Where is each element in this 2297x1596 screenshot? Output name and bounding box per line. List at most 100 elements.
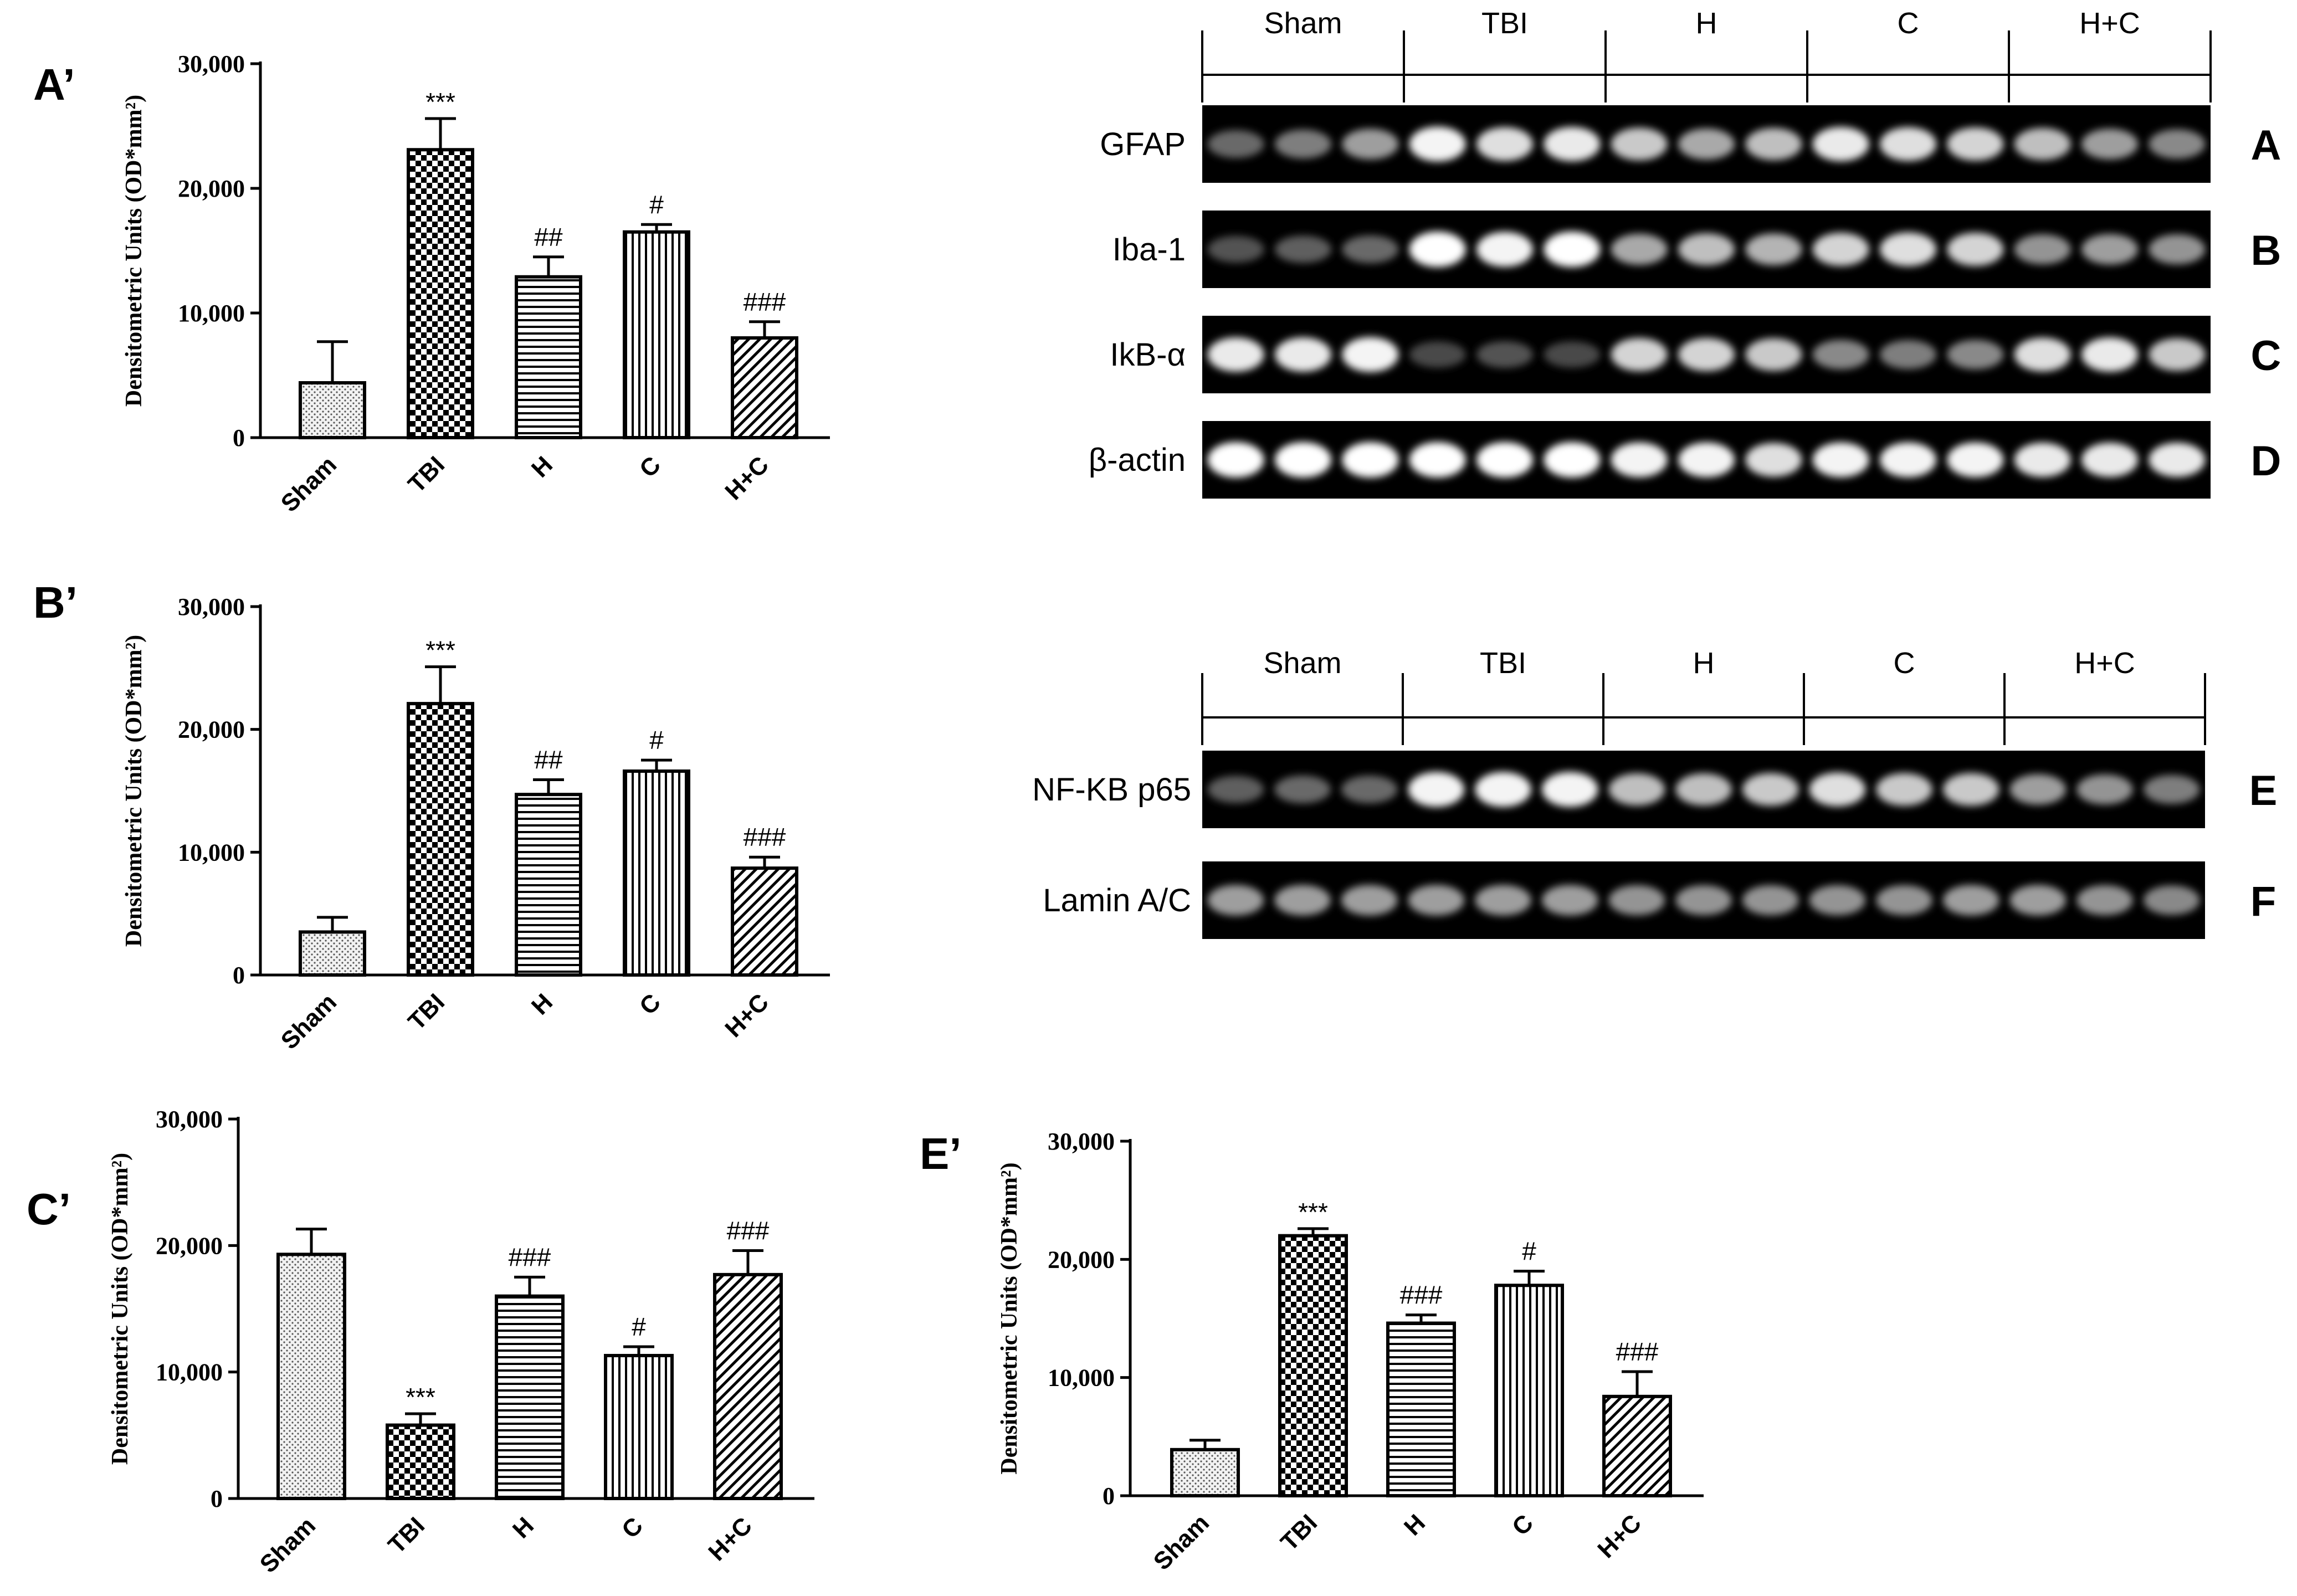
- blot-band: [1876, 773, 1932, 806]
- blot-band: [2014, 337, 2071, 372]
- western-blot-top: Sham TBI H C H+C GFAP A Iba-1 B IkB-α Cβ-actin D: [1089, 7, 2281, 499]
- blot-band: [2149, 443, 2206, 477]
- y-tick-label: 30,000: [156, 1106, 223, 1133]
- blot-band: [1678, 233, 1735, 265]
- blot-panel-letter: C: [2251, 332, 2281, 379]
- blot-row-label: β-actin: [1089, 442, 1186, 478]
- blot-band: [2081, 443, 2138, 477]
- blot-band: [1876, 885, 1932, 915]
- blot-band: [1275, 235, 1331, 263]
- blot-band: [1476, 341, 1533, 368]
- blot-band: [2081, 337, 2138, 372]
- blot-band: [1675, 885, 1732, 915]
- significance-label: ###: [1616, 1337, 1659, 1366]
- significance-label: ***: [1298, 1198, 1328, 1226]
- blot-band: [1207, 442, 1264, 478]
- blot-band: [2009, 774, 2067, 805]
- significance-label: #: [649, 190, 664, 219]
- x-tick-label: H+C: [720, 451, 774, 505]
- blot-band: [1812, 233, 1869, 266]
- blot-band: [2009, 885, 2067, 916]
- blot-band: [1675, 773, 1732, 805]
- y-tick-label: 0: [1103, 1482, 1115, 1510]
- x-tick-label: C: [1507, 1509, 1539, 1541]
- blot-band: [1745, 443, 1802, 477]
- blot-band: [1544, 341, 1601, 368]
- x-tick-label: TBI: [383, 1512, 430, 1559]
- blot-group-label: Sham: [1263, 646, 1341, 680]
- blot-group-label: TBI: [1480, 646, 1526, 680]
- bar-h-c: [731, 866, 798, 977]
- blot-band: [1678, 129, 1735, 160]
- blot-band: [1341, 885, 1398, 916]
- bar-sham: [276, 1253, 346, 1500]
- blot-row-ikb-: IkB-α C: [1110, 316, 2281, 393]
- blot-band: [1608, 885, 1665, 915]
- blot-band: [1947, 127, 2004, 161]
- blot-band: [1608, 773, 1665, 805]
- blot-band: [1476, 442, 1533, 478]
- blot-band: [2014, 443, 2071, 477]
- x-tick-label: TBI: [403, 451, 450, 498]
- significance-label: #: [1522, 1237, 1536, 1266]
- bar-tbi: [407, 148, 474, 439]
- blot-band: [1809, 772, 1866, 807]
- y-tick-label: 20,000: [178, 716, 245, 743]
- blot-band: [1409, 341, 1466, 368]
- blot-group-label: C: [1894, 646, 1915, 680]
- blot-band: [1611, 338, 1668, 371]
- bar-sham: [299, 381, 366, 439]
- blot-band: [1809, 885, 1866, 915]
- bar-sham: [299, 930, 366, 977]
- y-axis-label: Densitometric Units (OD*mm²): [121, 95, 147, 407]
- blot-panel-letter: B: [2251, 227, 2281, 274]
- blot-band: [2081, 129, 2138, 160]
- blot-band: [2143, 775, 2200, 804]
- blot-band: [1742, 885, 1799, 915]
- x-tick-label: C: [634, 988, 666, 1020]
- blot-band: [1947, 340, 2004, 370]
- x-tick-label: H+C: [1592, 1509, 1647, 1563]
- y-tick-label: 30,000: [178, 593, 245, 620]
- blot-band: [1476, 127, 1533, 161]
- blot-band: [1544, 442, 1601, 478]
- bar-h: [515, 793, 582, 977]
- blot-band: [1408, 772, 1465, 807]
- blot-band: [1207, 776, 1264, 803]
- bar-tbi: [386, 1423, 455, 1500]
- bar-c: [623, 230, 690, 439]
- x-tick-label: C: [617, 1512, 648, 1543]
- blot-band: [1207, 337, 1264, 372]
- blot-band: [1207, 236, 1264, 263]
- blot-band: [1275, 130, 1331, 158]
- y-tick-label: 20,000: [178, 175, 245, 202]
- x-tick-label: H+C: [703, 1512, 757, 1566]
- blot-panel-letter: D: [2251, 438, 2281, 485]
- blot-group-label: C: [1898, 7, 1919, 40]
- y-tick-label: 0: [233, 424, 245, 451]
- bar-h-c: [713, 1272, 783, 1501]
- blot-band: [1942, 885, 1999, 916]
- blot-band: [1408, 885, 1465, 916]
- chart-e-prime: E’ 0 10,000 20,000 30,000 Densitometric Units…: [920, 1128, 1704, 1576]
- y-tick-label: 20,000: [1048, 1246, 1115, 1273]
- y-tick-label: 10,000: [178, 839, 245, 866]
- significance-label: ###: [727, 1216, 770, 1245]
- bar-sham: [1170, 1448, 1240, 1498]
- x-tick-label: Sham: [255, 1512, 321, 1578]
- blot-band: [2143, 885, 2200, 915]
- panel-label: E’: [920, 1129, 962, 1178]
- x-tick-label: Sham: [276, 451, 342, 517]
- chart-a-prime: A’ 0 10,000 20,000 30,000 Densitometric Units…: [33, 50, 830, 517]
- bar-h: [1386, 1321, 1456, 1498]
- x-tick-label: C: [634, 451, 666, 483]
- x-tick-label: H+C: [720, 988, 774, 1043]
- y-tick-label: 20,000: [156, 1232, 223, 1259]
- western-blot-bottom: Sham TBI H C H+C NF-KB p65 E Lamin A/C F: [1032, 646, 2277, 939]
- blot-group-label: Sham: [1264, 7, 1342, 40]
- bar-c: [1494, 1284, 1564, 1497]
- blot-row-label: GFAP: [1100, 126, 1186, 162]
- blot-row-label: IkB-α: [1110, 337, 1186, 373]
- blot-group-label: H+C: [2074, 646, 2135, 680]
- panel-label: B’: [33, 578, 78, 627]
